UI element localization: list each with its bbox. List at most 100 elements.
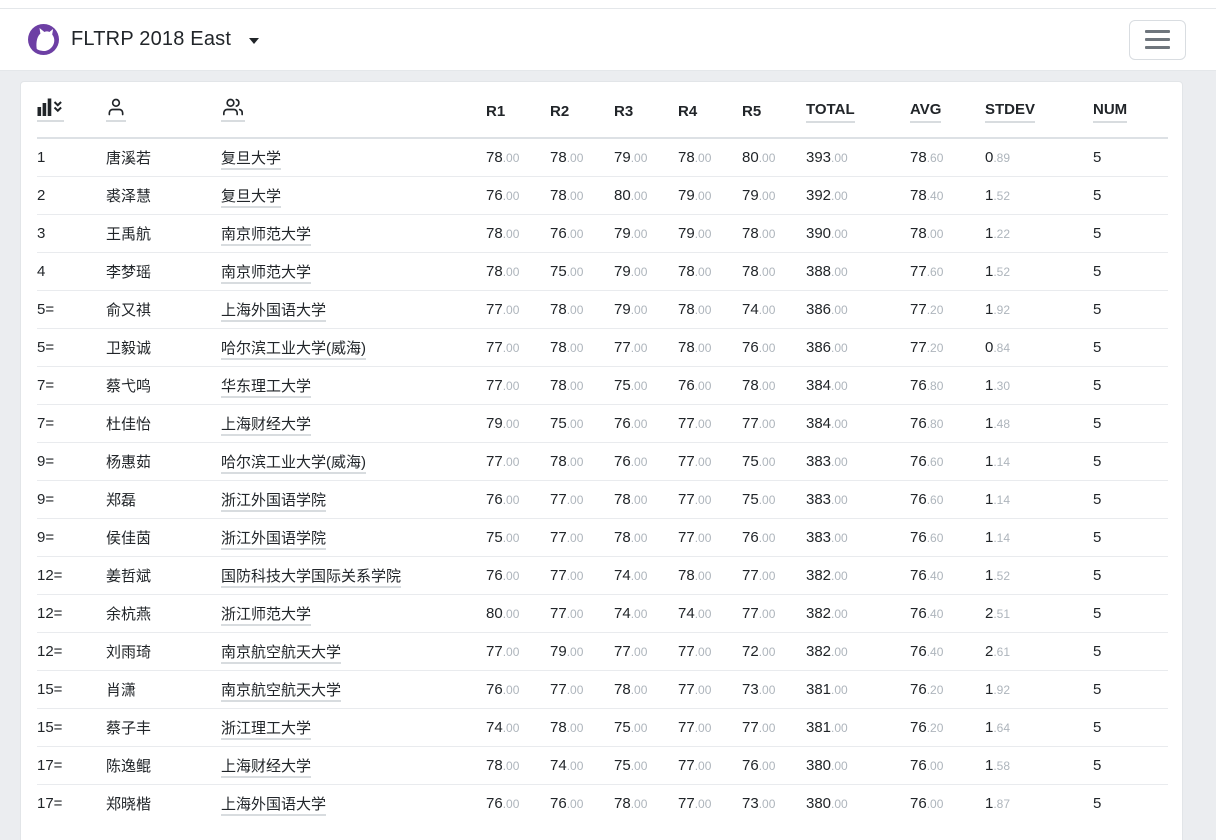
score-decimal: .00 bbox=[694, 644, 712, 659]
col-header-num[interactable]: NUM bbox=[1093, 82, 1168, 139]
avg-cell: 78.40 bbox=[910, 175, 985, 214]
num-cell: 5 bbox=[1093, 213, 1168, 252]
score-integer: 382 bbox=[806, 566, 832, 584]
score-decimal: .00 bbox=[566, 720, 584, 735]
score-integer: 1 bbox=[985, 224, 994, 242]
hamburger-menu-button[interactable] bbox=[1129, 19, 1186, 60]
team-link[interactable]: 浙江理工大学 bbox=[221, 719, 312, 740]
round-score-r5: 77.00 bbox=[742, 593, 806, 632]
team-link[interactable]: 国防科技大学国际关系学院 bbox=[221, 567, 402, 588]
col-header-r4[interactable]: R4 bbox=[678, 82, 742, 139]
speaker-name: 余杭燕 bbox=[106, 605, 152, 623]
team-link[interactable]: 哈尔滨工业大学(威海) bbox=[221, 339, 366, 360]
num-cell: 5 bbox=[1093, 783, 1168, 822]
total-cell: 392.00 bbox=[806, 175, 910, 214]
team-link[interactable]: 复旦大学 bbox=[221, 187, 282, 208]
round-score-r1: 74.00 bbox=[486, 707, 550, 746]
team-link[interactable]: 哈尔滨工业大学(威海) bbox=[221, 453, 366, 474]
total-cell: 384.00 bbox=[806, 403, 910, 442]
team-link[interactable]: 南京航空航天大学 bbox=[221, 643, 342, 664]
col-header-r1[interactable]: R1 bbox=[486, 82, 550, 139]
score-decimal: .00 bbox=[630, 150, 648, 165]
round-score-r4: 77.00 bbox=[678, 441, 742, 480]
stdev-cell: 1.14 bbox=[985, 441, 1093, 480]
avg-cell: 77.20 bbox=[910, 327, 985, 366]
team-link[interactable]: 南京航空航天大学 bbox=[221, 681, 342, 702]
navbar: FLTRP 2018 East bbox=[0, 9, 1216, 71]
team-link[interactable]: 华东理工大学 bbox=[221, 377, 312, 398]
table-row: 5= 俞又祺 上海外国语大学 77.00 78.00 79.00 78.00 74.00 386… bbox=[37, 289, 1168, 328]
score-decimal: .00 bbox=[926, 796, 944, 811]
rank-value: 4 bbox=[37, 262, 46, 280]
score-integer: 78 bbox=[742, 376, 759, 394]
score-integer: 77 bbox=[550, 490, 567, 508]
team-link[interactable]: 浙江外国语学院 bbox=[221, 529, 327, 550]
bar-chart-sort-icon bbox=[37, 97, 64, 122]
col-header-total[interactable]: TOTAL bbox=[806, 82, 910, 139]
score-decimal: .00 bbox=[831, 644, 848, 659]
team-link[interactable]: 浙江师范大学 bbox=[221, 605, 312, 626]
team-cell: 国防科技大学国际关系学院 bbox=[221, 555, 486, 594]
speaker-name-cell: 蔡弋鸣 bbox=[106, 365, 221, 404]
score-decimal: .00 bbox=[566, 378, 584, 393]
avg-cell: 76.60 bbox=[910, 517, 985, 556]
score-integer: 76 bbox=[678, 376, 695, 394]
score-integer: 72 bbox=[742, 642, 759, 660]
score-integer: 390 bbox=[806, 224, 832, 242]
col-header-r3[interactable]: R3 bbox=[614, 82, 678, 139]
team-link[interactable]: 浙江外国语学院 bbox=[221, 491, 327, 512]
round-score-r4: 77.00 bbox=[678, 517, 742, 556]
score-decimal: .00 bbox=[694, 454, 712, 469]
score-decimal: .00 bbox=[926, 758, 944, 773]
tournament-dropdown[interactable]: FLTRP 2018 East bbox=[28, 24, 260, 55]
score-integer: 77 bbox=[742, 566, 759, 584]
score-integer: 78 bbox=[486, 224, 503, 242]
score-integer: 77 bbox=[678, 718, 695, 736]
score-integer: 383 bbox=[806, 490, 832, 508]
table-row: 4 李梦瑶 南京师范大学 78.00 75.00 79.00 78.00 78.00 388.0… bbox=[37, 251, 1168, 290]
col-header-avg[interactable]: AVG bbox=[910, 82, 985, 139]
team-link[interactable]: 复旦大学 bbox=[221, 149, 282, 170]
team-link[interactable]: 上海财经大学 bbox=[221, 757, 312, 778]
num-cell: 5 bbox=[1093, 403, 1168, 442]
score-integer: 79 bbox=[678, 224, 695, 242]
score-decimal: .00 bbox=[831, 188, 848, 203]
stdev-cell: 1.52 bbox=[985, 175, 1093, 214]
score-integer: 0 bbox=[985, 338, 994, 356]
team-link[interactable]: 南京师范大学 bbox=[221, 225, 312, 246]
col-header-team[interactable] bbox=[221, 82, 486, 139]
score-decimal: .00 bbox=[566, 264, 584, 279]
round-score-r2: 78.00 bbox=[550, 327, 614, 366]
col-header-stdev[interactable]: STDEV bbox=[985, 82, 1093, 139]
score-decimal: .80 bbox=[926, 378, 944, 393]
table-row: 3 王禹航 南京师范大学 78.00 76.00 79.00 79.00 78.00 390.0… bbox=[37, 213, 1168, 252]
col-header-rank[interactable] bbox=[37, 82, 106, 139]
col-header-r5[interactable]: R5 bbox=[742, 82, 806, 139]
team-link[interactable]: 上海外国语大学 bbox=[221, 301, 327, 322]
score-decimal: .00 bbox=[502, 416, 520, 431]
score-integer: 1 bbox=[985, 756, 994, 774]
rank-cell: 15= bbox=[37, 669, 106, 708]
score-decimal: .00 bbox=[831, 568, 848, 583]
score-integer: 78 bbox=[742, 262, 759, 280]
team-link[interactable]: 南京师范大学 bbox=[221, 263, 312, 284]
col-header-r2[interactable]: R2 bbox=[550, 82, 614, 139]
score-integer: 79 bbox=[550, 642, 567, 660]
score-integer: 78 bbox=[550, 452, 567, 470]
score-decimal: .00 bbox=[694, 492, 712, 507]
score-integer: 74 bbox=[486, 718, 503, 736]
round-score-r4: 79.00 bbox=[678, 175, 742, 214]
score-decimal: .00 bbox=[502, 796, 520, 811]
speaker-name-cell: 余杭燕 bbox=[106, 593, 221, 632]
speaker-name-cell: 蔡子丰 bbox=[106, 707, 221, 746]
col-header-label: NUM bbox=[1093, 101, 1128, 123]
col-header-name[interactable] bbox=[106, 82, 221, 139]
score-integer: 77 bbox=[678, 452, 695, 470]
score-integer: 77 bbox=[550, 528, 567, 546]
score-decimal: .00 bbox=[758, 454, 776, 469]
team-link[interactable]: 上海财经大学 bbox=[221, 415, 312, 436]
round-score-r3: 78.00 bbox=[614, 783, 678, 822]
score-integer: 76 bbox=[486, 490, 503, 508]
team-link[interactable]: 上海外国语大学 bbox=[221, 795, 327, 816]
score-integer: 76 bbox=[910, 680, 927, 698]
